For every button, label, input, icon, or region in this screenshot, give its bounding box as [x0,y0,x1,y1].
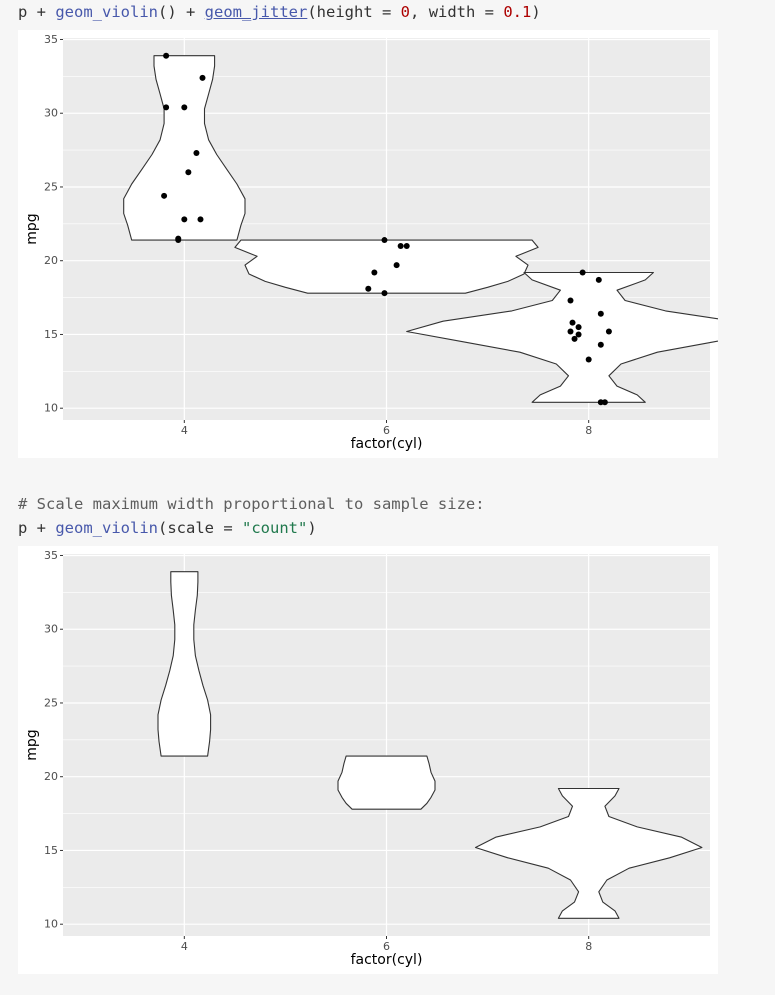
data-point [393,262,400,269]
code-line-2: p + geom_violin(scale = "count") [18,517,317,539]
data-point [181,104,188,111]
violin-4 [157,571,212,757]
data-point [161,192,168,199]
data-point [575,331,582,338]
code-comment: # Scale maximum width proportional to sa… [18,495,485,513]
plot-canvas: 10 15 20 25 30 35 4 6 8 factor(cyl) mpg [24,549,710,968]
data-point [185,169,192,176]
violin-6 [337,755,436,810]
violin-count-plot: 10 15 20 25 30 35 4 6 8 factor(cyl) mpg [18,546,718,974]
x-tick-label: 6 [383,424,390,437]
data-point [403,242,410,249]
code-token: () [158,3,177,21]
x-axis-title: factor(cyl) [351,436,423,452]
data-point [163,52,170,59]
x-tick-label: 8 [585,940,592,953]
data-point [381,237,388,244]
code-token: width = [428,3,504,21]
code-function-link[interactable]: geom_jitter [204,3,308,21]
data-point [579,269,586,276]
violin-6 [234,239,539,294]
code-token: ) [307,519,317,537]
data-point [585,356,592,363]
data-point [371,269,378,276]
data-point [569,319,576,326]
data-point [605,328,612,335]
data-point [567,328,574,335]
x-tick-label: 4 [181,424,188,437]
data-point [571,335,578,342]
y-tick-label: 10 [44,918,58,931]
y-tick-label: 35 [44,549,58,562]
data-point [397,242,404,249]
code-line-1: p + geom_violin() + geom_jitter(height =… [18,1,541,23]
code-function-link[interactable]: geom_violin [55,3,158,21]
code-token: height = [316,3,401,21]
code-token: ) [531,3,541,21]
code-token: p [18,3,28,21]
data-point [575,324,582,331]
code-token: , [410,3,429,21]
x-tick-label: 6 [383,940,390,953]
y-tick-label: 15 [44,844,58,857]
y-tick-label: 25 [44,696,58,709]
code-token: scale = [167,519,242,537]
data-point [163,104,170,111]
data-point [597,341,604,348]
y-axis-title: mpg [24,729,40,760]
violin-jitter-plot: 10 15 20 25 30 35 4 6 8 factor(cyl) mpg [18,30,772,458]
code-token: + [27,3,56,21]
code-function-link[interactable]: geom_violin [55,519,158,537]
code-token: + [27,519,56,537]
data-point [181,216,188,223]
code-number: 0 [400,3,411,21]
data-point [365,285,372,292]
code-string: "count" [242,519,308,537]
y-tick-label: 35 [44,33,58,46]
data-point [381,290,388,297]
x-tick-label: 4 [181,940,188,953]
violin-8 [474,787,703,919]
x-tick-label: 8 [585,424,592,437]
data-point [597,310,604,317]
code-number: 0.1 [503,3,532,21]
code-token: ( [158,519,168,537]
data-point [193,150,200,157]
y-axis-title: mpg [24,213,40,244]
data-point [601,399,608,406]
code-token: + [176,3,205,21]
code-token: ( [307,3,317,21]
y-tick-label: 30 [44,623,58,636]
violin-4 [123,55,246,241]
y-tick-label: 30 [44,107,58,120]
data-point [199,74,206,81]
data-point [197,216,204,223]
violin-8 [406,271,772,403]
plot-canvas: 10 15 20 25 30 35 4 6 8 factor(cyl) mpg [24,33,772,452]
x-axis-title: factor(cyl) [351,952,423,968]
y-tick-label: 10 [44,402,58,415]
y-tick-label: 15 [44,328,58,341]
y-tick-label: 20 [44,254,58,267]
y-tick-label: 25 [44,180,58,193]
data-point [175,237,182,244]
code-token: p [18,519,28,537]
data-point [567,297,574,304]
y-tick-label: 20 [44,770,58,783]
data-point [595,276,602,283]
